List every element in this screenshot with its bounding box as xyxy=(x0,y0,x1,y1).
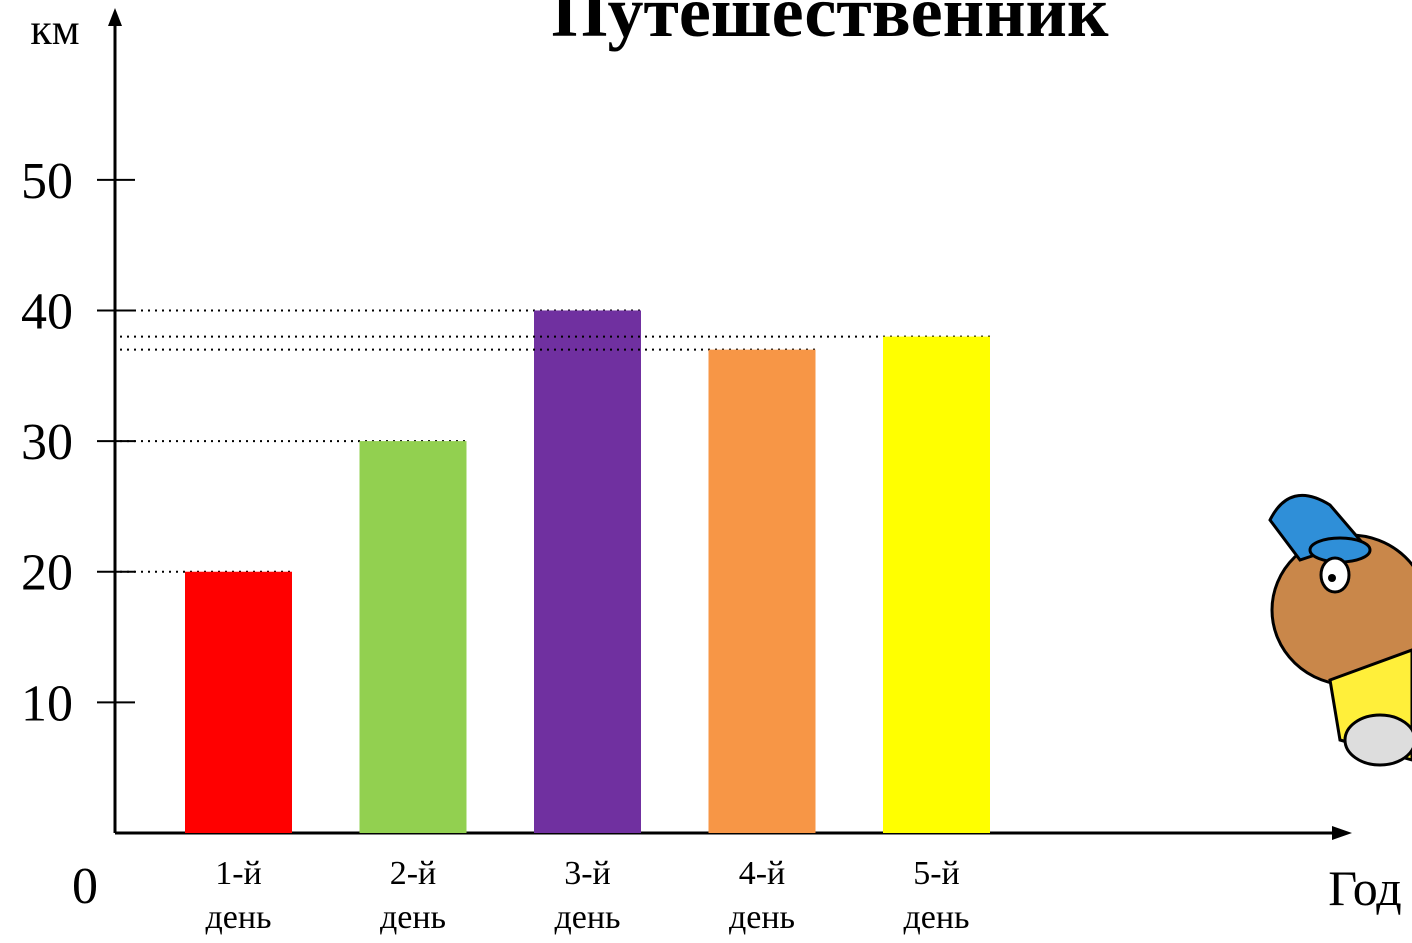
bar xyxy=(360,441,467,833)
x-tick-label: 3-й день xyxy=(548,852,628,940)
y-tick-label: 30 xyxy=(21,414,73,471)
bar xyxy=(534,310,641,833)
y-tick-label: 0 xyxy=(72,858,98,915)
y-tick-label: 40 xyxy=(21,283,73,340)
y-tick-label: 50 xyxy=(21,153,73,210)
y-arrow xyxy=(108,8,122,26)
x-tick-label: 2-й день xyxy=(373,852,453,940)
chart: Путешественник км Год 0 10 20 30 40 50 xyxy=(0,0,1412,943)
chart-title: Путешественник xyxy=(551,0,1109,52)
bar xyxy=(883,337,990,833)
bar xyxy=(709,350,816,833)
bar xyxy=(185,572,292,833)
y-tick-label: 20 xyxy=(21,545,73,602)
y-tick-label: 10 xyxy=(21,675,73,732)
x-axis-label: Год xyxy=(1328,860,1402,916)
x-tick-label: 5-й день xyxy=(897,852,977,940)
page: Путешественник км Год 0 10 20 30 40 50 1-й де… xyxy=(0,0,1412,943)
y-axis-label: км xyxy=(30,5,79,54)
x-tick-label: 1-й день xyxy=(199,852,279,940)
x-arrow xyxy=(1332,826,1352,840)
x-tick-label: 4-й день xyxy=(722,852,802,940)
traveler-illustration xyxy=(1270,495,1412,765)
